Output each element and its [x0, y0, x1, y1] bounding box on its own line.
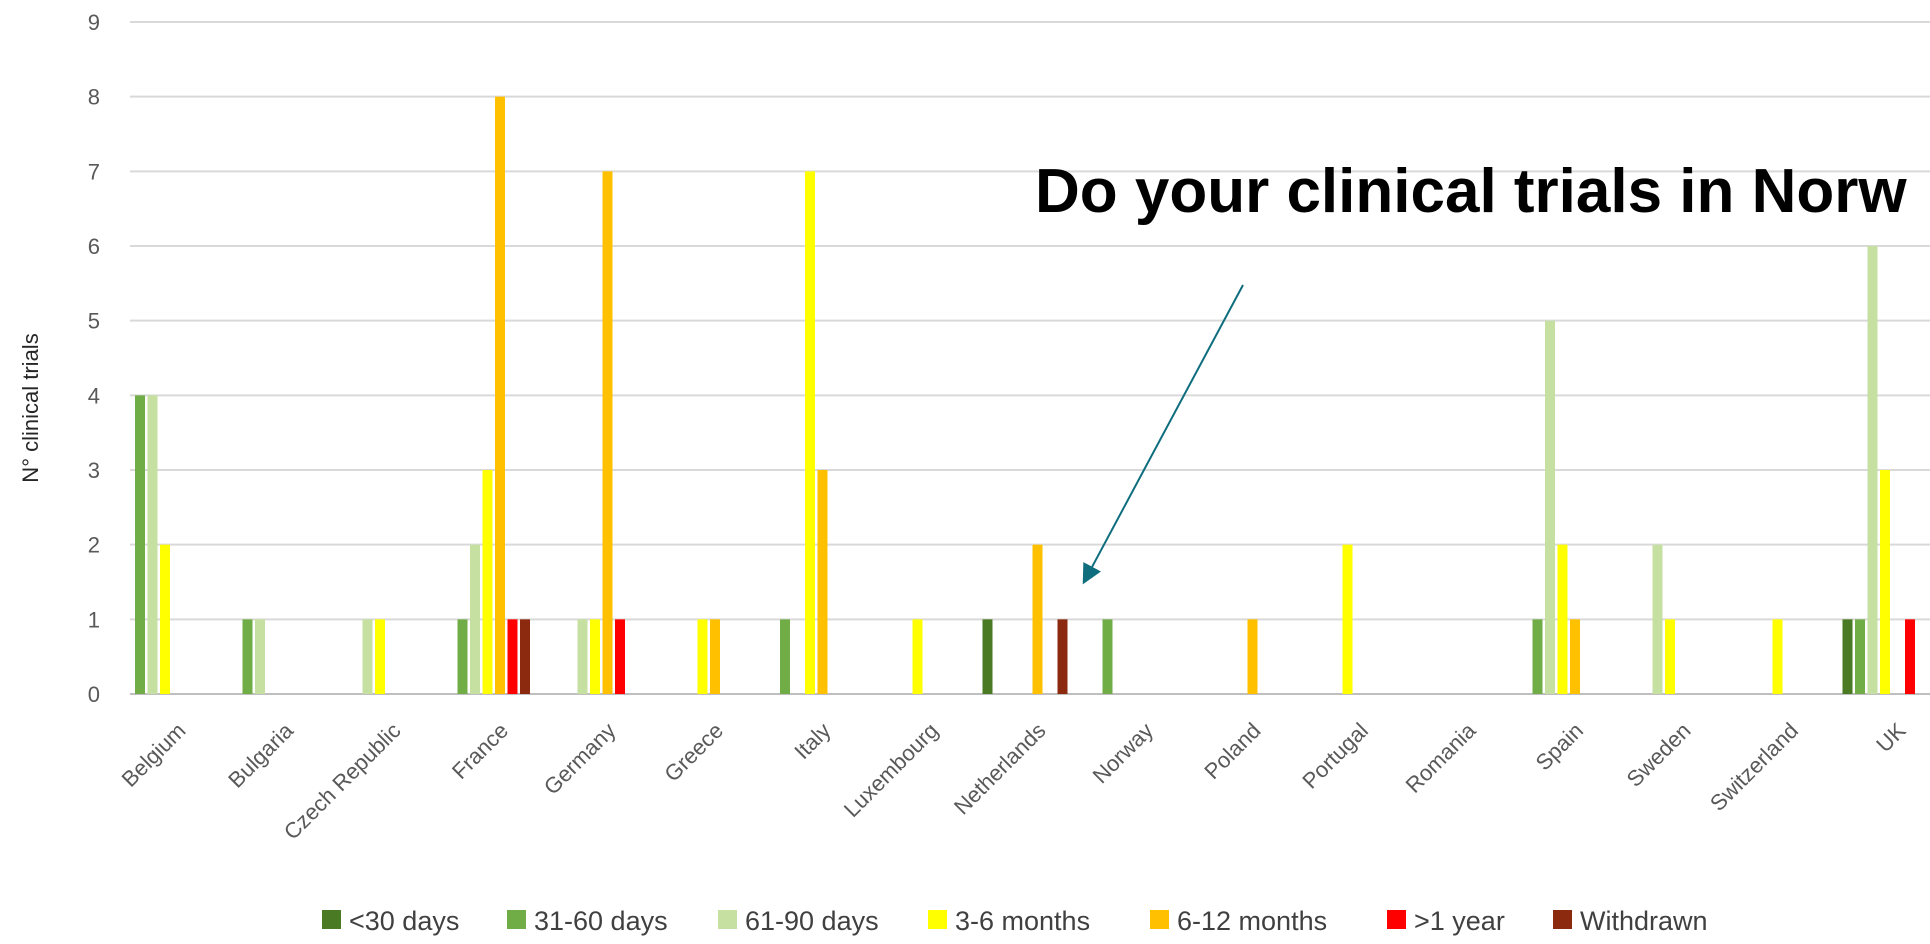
- x-tick-label: Norway: [1088, 718, 1158, 788]
- x-tick-label: Sweden: [1622, 718, 1696, 792]
- x-tick-label: Germany: [539, 718, 621, 800]
- y-tick-label: 6: [88, 234, 100, 259]
- x-tick-label: Poland: [1199, 718, 1265, 784]
- bar: [1665, 619, 1675, 694]
- legend-swatch: [718, 910, 737, 929]
- bar: [1247, 619, 1258, 694]
- legend-label: >1 year: [1414, 906, 1505, 936]
- legend-label: Withdrawn: [1580, 906, 1708, 936]
- bar: [780, 619, 790, 694]
- bar: [1905, 619, 1915, 694]
- bar: [577, 619, 588, 694]
- bar: [1842, 619, 1853, 694]
- y-axis-label: N° clinical trials: [18, 333, 43, 482]
- x-tick-label: Bulgaria: [223, 717, 298, 792]
- bar: [817, 470, 828, 694]
- bar: [710, 619, 720, 694]
- y-tick-label: 3: [88, 458, 100, 483]
- x-tick-label: Romania: [1401, 717, 1481, 797]
- x-tick-label: Netherlands: [949, 718, 1051, 820]
- bar: [1652, 544, 1663, 694]
- legend: <30 days 31-60 days 61-90 days 3-6 months 6-…: [322, 906, 1708, 936]
- legend-swatch: [322, 910, 341, 929]
- y-tick-label: 0: [88, 682, 100, 707]
- bar: [1532, 619, 1543, 694]
- legend-swatch: [928, 910, 947, 929]
- bar: [242, 619, 253, 694]
- x-tick-label: Portugal: [1297, 718, 1373, 794]
- bar: [1772, 619, 1783, 694]
- x-tick-label: Switzerland: [1705, 718, 1803, 816]
- legend-label: 6-12 months: [1177, 906, 1327, 936]
- y-tick-label: 7: [88, 159, 100, 184]
- bar: [912, 619, 923, 694]
- y-tick-label: 1: [88, 607, 100, 632]
- y-tick-labels: 0 1 2 3 4 5 6 7 8 9: [88, 10, 100, 707]
- bar: [160, 544, 170, 694]
- bar: [1032, 544, 1043, 694]
- y-tick-label: 9: [88, 10, 100, 35]
- legend-label: 31-60 days: [534, 906, 668, 936]
- bar: [805, 171, 815, 695]
- bars: [135, 96, 1915, 695]
- gridlines: [130, 21, 1930, 695]
- bar: [1570, 619, 1580, 694]
- x-tick-label: Czech Republic: [279, 718, 406, 845]
- y-tick-label: 4: [88, 383, 100, 408]
- x-tick-label: France: [447, 718, 513, 784]
- legend-swatch: [1553, 910, 1572, 929]
- bar: [255, 619, 265, 694]
- bar: [470, 544, 480, 694]
- legend-swatch: [1387, 910, 1406, 929]
- x-tick-label: Luxembourg: [839, 718, 943, 822]
- y-tick-label: 5: [88, 309, 100, 334]
- x-tick-label: Italy: [789, 718, 835, 764]
- bar: [507, 619, 518, 694]
- bar: [520, 619, 530, 694]
- legend-label: 61-90 days: [745, 906, 879, 936]
- bar: [457, 619, 468, 694]
- bar: [135, 395, 145, 694]
- bar: [1342, 544, 1353, 694]
- bar: [375, 619, 385, 694]
- bar: [1057, 619, 1068, 694]
- x-tick-label: Belgium: [117, 718, 191, 792]
- bar: [590, 619, 600, 694]
- bar: [982, 619, 993, 694]
- bar: [1545, 320, 1555, 694]
- bar: [1855, 619, 1865, 694]
- bar: [362, 619, 373, 694]
- bar: [1102, 619, 1113, 694]
- annotation-text: Do your clinical trials in Norw: [1035, 157, 1907, 226]
- bar: [1880, 470, 1890, 694]
- x-tick-label: UK: [1871, 718, 1911, 758]
- bar: [482, 470, 493, 694]
- bar: [697, 619, 708, 694]
- bar: [1867, 246, 1878, 694]
- bar: [147, 395, 158, 694]
- bar: [495, 96, 505, 694]
- annotation-arrow: [1082, 284, 1244, 585]
- bar: [602, 171, 613, 695]
- legend-label: 3-6 months: [955, 906, 1090, 936]
- legend-label: <30 days: [349, 906, 459, 936]
- legend-swatch: [1150, 910, 1169, 929]
- bar: [1557, 544, 1568, 694]
- y-tick-label: 2: [88, 533, 100, 558]
- y-tick-label: 8: [88, 85, 100, 110]
- x-tick-label: Greece: [659, 718, 728, 787]
- legend-swatch: [507, 910, 526, 929]
- x-tick-label: Spain: [1531, 718, 1588, 775]
- bar: [615, 619, 625, 694]
